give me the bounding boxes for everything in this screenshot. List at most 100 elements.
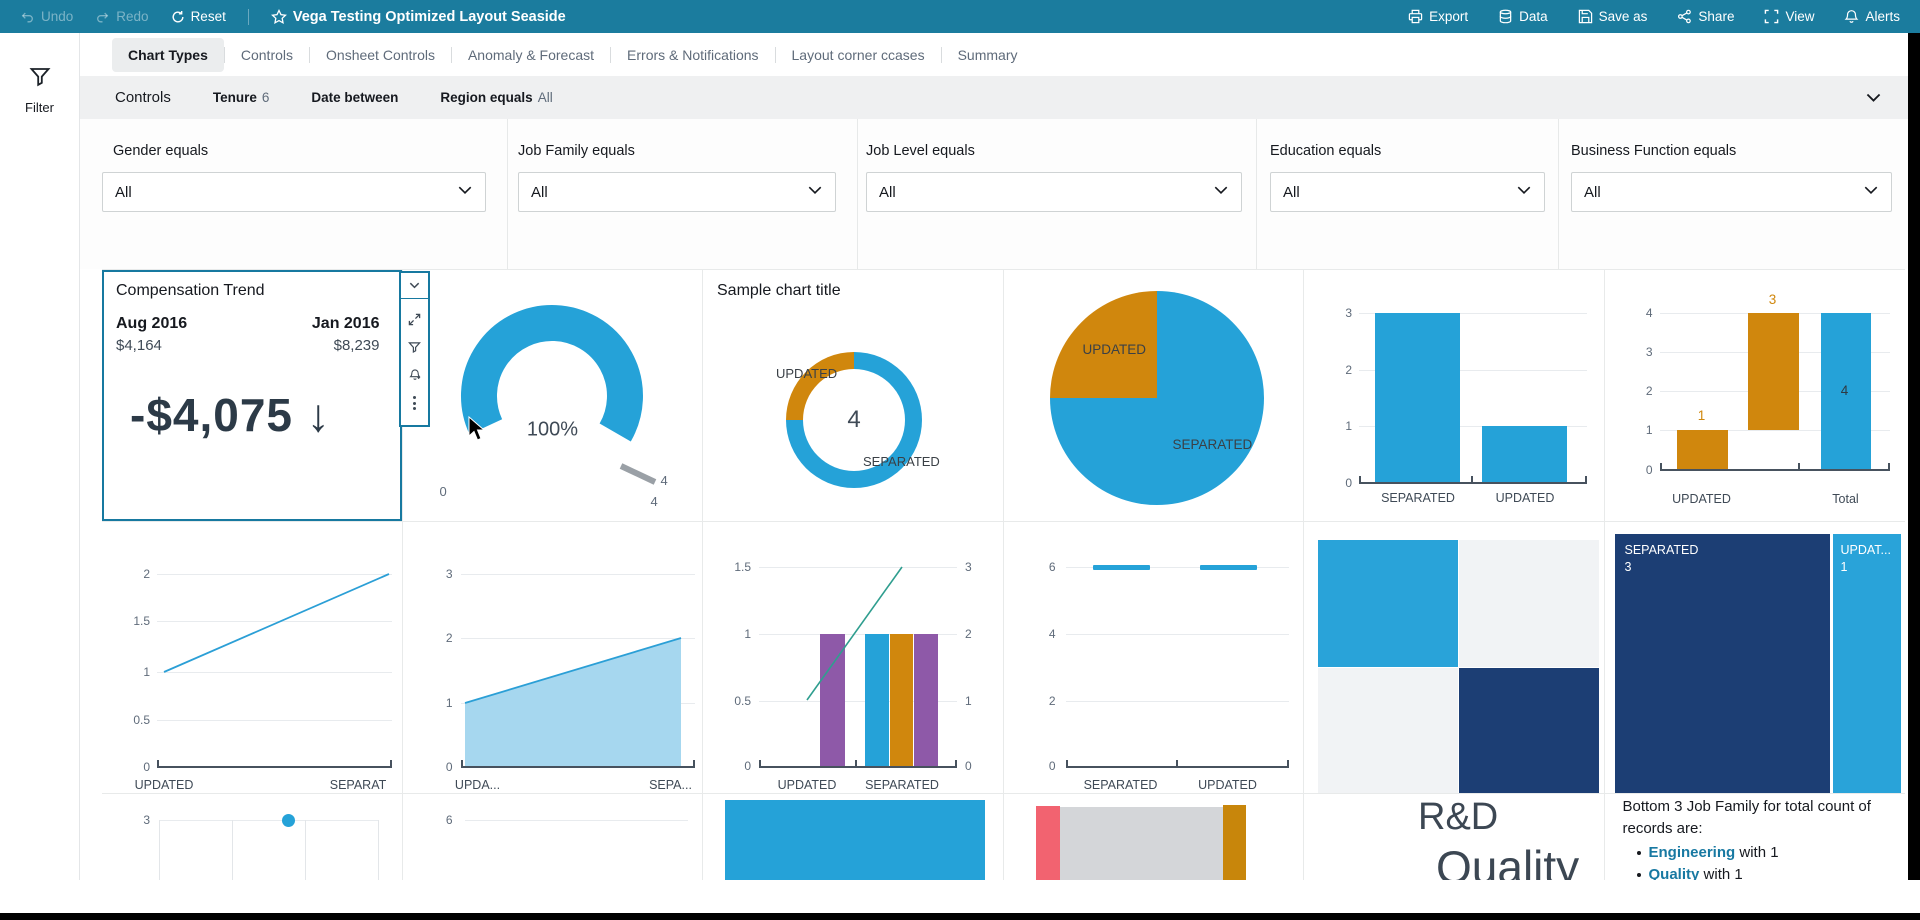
right-y-tick-label: 3 xyxy=(965,560,972,574)
bullet-segment-pink[interactable] xyxy=(1035,806,1060,880)
redo-button[interactable]: Redo xyxy=(95,9,149,24)
tick-mark-updated[interactable] xyxy=(1199,565,1257,570)
control-region[interactable]: Region equals All xyxy=(440,90,552,105)
waterfall-bar-updated[interactable] xyxy=(1676,430,1728,470)
save-as-button[interactable]: Save as xyxy=(1578,9,1647,24)
controls-collapse-button[interactable] xyxy=(1865,89,1882,111)
line-chart-visual[interactable]: 2 1.5 1 0.5 0 UPDATED SEPARAT xyxy=(102,522,403,794)
bar-updated[interactable] xyxy=(1482,426,1567,483)
toolbar-divider xyxy=(247,8,249,25)
tab-anomaly-forecast[interactable]: Anomaly & Forecast xyxy=(467,46,595,63)
heatmap-visual[interactable] xyxy=(1304,522,1605,794)
tick-marks-visual[interactable]: 6 4 2 0 SEPARATED UPDATED xyxy=(1003,522,1304,794)
heatmap-cell-navy[interactable] xyxy=(1459,668,1599,793)
alerts-button[interactable]: Alerts xyxy=(1844,9,1900,24)
control-region-label: Region equals xyxy=(440,90,533,105)
gauge-visual[interactable]: 100% 0 4 4 xyxy=(402,270,703,522)
export-label: Export xyxy=(1429,9,1469,24)
control-date-between[interactable]: Date between xyxy=(311,90,398,105)
export-button[interactable]: Export xyxy=(1408,9,1468,24)
y-tick-label: 0.5 xyxy=(133,713,150,727)
filter-job-family-dropdown[interactable]: All xyxy=(518,172,836,212)
bullet-segment-gray[interactable] xyxy=(1059,807,1223,880)
control-tenure[interactable]: Tenure 6 xyxy=(213,90,270,105)
bullet-visual-partial[interactable] xyxy=(1004,794,1304,880)
combo-bar-purple-2[interactable] xyxy=(914,634,938,766)
reset-icon xyxy=(172,10,184,22)
gridline xyxy=(157,720,392,721)
y-tick-label: 2 xyxy=(143,567,150,581)
donut-visual[interactable]: Sample chart title 4 UPDATED SEPARATED xyxy=(703,270,1004,522)
chart-visual-partial[interactable]: 6 xyxy=(403,794,703,880)
scatter-visual-partial[interactable]: 3 xyxy=(102,794,403,880)
y-tick-label: 0 xyxy=(445,760,453,774)
filter-job-level-dropdown[interactable]: All xyxy=(866,172,1242,212)
waterfall-bar-change[interactable] xyxy=(1747,313,1799,430)
reset-button[interactable]: Reset xyxy=(171,9,226,24)
gridline-vertical xyxy=(378,820,379,880)
filter-gender-dropdown[interactable]: All xyxy=(102,172,486,212)
gridline xyxy=(1359,313,1587,314)
waterfall-visual[interactable]: 4 3 2 1 0 1 3 4 UPDATED Total xyxy=(1604,270,1905,522)
filter-business-function-dropdown[interactable]: All xyxy=(1571,172,1892,212)
treemap-rect-updated[interactable]: UPDAT... 1 xyxy=(1832,534,1901,793)
axis-tick xyxy=(460,760,463,767)
gridline xyxy=(1359,370,1587,371)
heatmap-cell-light[interactable] xyxy=(1459,540,1599,667)
axis-tick xyxy=(1659,463,1662,470)
kpi-end-value: $8,239 xyxy=(333,337,380,354)
visual-menu-button[interactable] xyxy=(401,273,428,299)
x-label-updated: UPDATED xyxy=(1198,778,1257,792)
scatter-point[interactable] xyxy=(282,814,295,827)
visual-expand-button[interactable] xyxy=(401,305,428,333)
bar-chart-visual[interactable]: 3 2 1 0 SEPARATED UPDATED xyxy=(1304,270,1605,522)
treemap-rect-separated[interactable]: SEPARATED 3 xyxy=(1614,534,1830,793)
funnel-segment[interactable] xyxy=(725,800,985,880)
filter-education-dropdown[interactable]: All xyxy=(1270,172,1545,212)
right-y-tick-label: 0 xyxy=(965,759,972,773)
tab-summary[interactable]: Summary xyxy=(957,46,1018,63)
tab-errors-notifications[interactable]: Errors & Notifications xyxy=(627,46,759,63)
heatmap-cell-light[interactable] xyxy=(1318,668,1458,793)
treemap-value-separated: 3 xyxy=(1624,560,1632,574)
data-button[interactable]: Data xyxy=(1498,9,1548,24)
share-icon xyxy=(1678,9,1692,24)
visual-alert-button[interactable] xyxy=(401,361,428,389)
filter-tool[interactable]: Filter xyxy=(0,65,79,115)
combo-bar-purple[interactable] xyxy=(820,634,845,766)
tab-layout-corner-cases[interactable]: Layout corner ccases xyxy=(791,46,925,63)
gridline xyxy=(1659,430,1890,431)
visual-filter-button[interactable] xyxy=(401,333,428,361)
tab-chart-types[interactable]: Chart Types xyxy=(112,37,224,72)
kpi-visual[interactable]: Compensation Trend Aug 2016 $4,164 Jan 2… xyxy=(102,270,403,522)
insight-term-engineering[interactable]: Engineering xyxy=(1648,844,1736,861)
waterfall-bar-total[interactable] xyxy=(1820,313,1871,470)
tick-mark-separated[interactable] xyxy=(1092,565,1150,570)
visual-options-kebab-button[interactable] xyxy=(401,389,428,417)
undo-button[interactable]: Undo xyxy=(20,9,73,24)
y-tick-label: 2 xyxy=(1645,384,1653,398)
share-button[interactable]: Share xyxy=(1677,9,1734,24)
bullet-segment-gold[interactable] xyxy=(1222,805,1246,880)
funnel-visual-partial[interactable] xyxy=(703,794,1004,880)
gridline xyxy=(157,574,392,575)
heatmap-cell-blue[interactable] xyxy=(1318,540,1458,667)
pie-visual[interactable]: UPDATED SEPARATED xyxy=(1003,270,1304,522)
treemap-visual[interactable]: SEPARATED 3 UPDAT... 1 xyxy=(1604,522,1905,794)
x-label-updated: UPDATED xyxy=(134,778,194,792)
insight-term-quality[interactable]: Quality xyxy=(1648,866,1700,880)
y-tick-label: 0 xyxy=(1345,476,1352,490)
combo-chart-visual[interactable]: 1.5 1 0.5 0 3 2 1 0 UPDATED SEPARATED xyxy=(703,522,1004,794)
filter-column-divider xyxy=(857,119,858,269)
gauge-min-label: 0 xyxy=(439,484,447,499)
tab-onsheet-controls[interactable]: Onsheet Controls xyxy=(326,46,435,63)
favorite-star-button[interactable]: Vega Testing Optimized Layout Seaside xyxy=(270,9,566,25)
area-chart-visual[interactable]: 3 2 1 0 UPDA... SEPA... xyxy=(402,522,703,794)
wordcloud-visual-partial[interactable]: R&D Quality xyxy=(1304,794,1605,880)
insight-visual-partial[interactable]: Bottom 3 Job Family for total count of r… xyxy=(1605,794,1906,880)
combo-bar-orange[interactable] xyxy=(890,634,913,766)
view-button[interactable]: View xyxy=(1764,9,1814,24)
tab-controls[interactable]: Controls xyxy=(240,46,294,63)
bar-separated[interactable] xyxy=(1375,313,1460,483)
combo-bar-blue[interactable] xyxy=(865,634,889,766)
